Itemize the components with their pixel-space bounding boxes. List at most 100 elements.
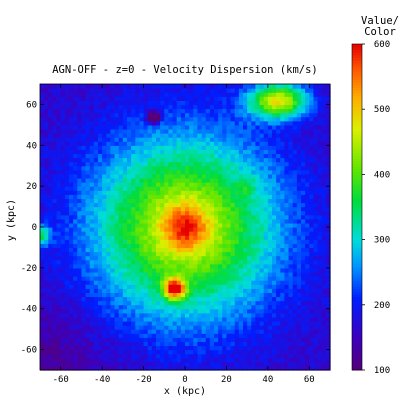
heatmap-cell bbox=[48, 157, 54, 163]
heatmap-cell bbox=[143, 157, 149, 163]
heatmap-cell bbox=[259, 145, 265, 150]
heatmap-cell bbox=[317, 365, 323, 371]
heatmap-cell bbox=[48, 88, 54, 93]
heatmap-cell bbox=[288, 222, 294, 228]
heatmap-cell bbox=[226, 145, 232, 150]
heatmap-cell bbox=[189, 173, 194, 179]
heatmap-cell bbox=[44, 329, 49, 334]
heatmap-cell bbox=[193, 128, 199, 134]
heatmap-cell bbox=[98, 169, 103, 175]
heatmap-cell bbox=[280, 320, 286, 326]
heatmap-cell bbox=[280, 235, 286, 240]
heatmap-cell bbox=[317, 190, 323, 195]
heatmap-cell bbox=[106, 100, 112, 106]
heatmap-cell bbox=[263, 206, 269, 212]
heatmap-cell bbox=[81, 194, 87, 199]
heatmap-cell bbox=[263, 308, 269, 314]
heatmap-cell bbox=[176, 341, 182, 347]
heatmap-cell bbox=[44, 137, 49, 142]
heatmap-cell bbox=[122, 365, 128, 371]
heatmap-cell bbox=[106, 255, 112, 261]
heatmap-cell bbox=[127, 92, 132, 97]
heatmap-cell bbox=[305, 361, 310, 367]
heatmap-cell bbox=[127, 341, 132, 347]
heatmap-cell bbox=[172, 271, 178, 277]
heatmap-cell bbox=[168, 100, 174, 106]
heatmap-cell bbox=[201, 271, 207, 277]
heatmap-cell bbox=[168, 325, 174, 330]
heatmap-cell bbox=[122, 124, 128, 130]
heatmap-cell bbox=[64, 153, 70, 159]
heatmap-cell bbox=[147, 267, 153, 273]
heatmap-cell bbox=[222, 357, 228, 363]
heatmap-cell bbox=[193, 202, 199, 208]
heatmap-cell bbox=[85, 214, 91, 220]
heatmap-cell bbox=[151, 206, 157, 212]
heatmap-cell bbox=[44, 292, 49, 298]
heatmap-cell bbox=[209, 112, 215, 118]
heatmap-cell bbox=[263, 284, 269, 289]
y-tick-label: -20 bbox=[21, 264, 37, 274]
heatmap-cell bbox=[292, 349, 298, 355]
heatmap-cell bbox=[73, 116, 78, 122]
heatmap-cell bbox=[234, 157, 240, 163]
heatmap-cell bbox=[56, 182, 62, 187]
heatmap-cell bbox=[135, 218, 141, 224]
heatmap-cell bbox=[156, 227, 161, 232]
heatmap-cell bbox=[313, 365, 319, 371]
heatmap-cell bbox=[127, 141, 132, 146]
heatmap-cell bbox=[151, 333, 157, 338]
heatmap-cell bbox=[143, 96, 149, 101]
heatmap-cell bbox=[230, 149, 236, 155]
heatmap-cell bbox=[185, 198, 190, 204]
heatmap-cell bbox=[52, 333, 58, 338]
heatmap-cell bbox=[197, 169, 203, 175]
heatmap-cell bbox=[52, 96, 58, 101]
heatmap-cell bbox=[267, 357, 273, 363]
heatmap-cell bbox=[284, 161, 290, 167]
heatmap-cell bbox=[284, 337, 290, 342]
heatmap-cell bbox=[168, 300, 174, 306]
heatmap-cell bbox=[64, 169, 70, 175]
heatmap-cell bbox=[222, 153, 228, 159]
heatmap-cell bbox=[40, 235, 45, 240]
heatmap-cell bbox=[214, 141, 219, 146]
heatmap-cell bbox=[267, 218, 273, 224]
heatmap-cell bbox=[251, 235, 257, 240]
heatmap-cell bbox=[40, 133, 45, 138]
heatmap-cell bbox=[251, 304, 257, 310]
heatmap-cell bbox=[259, 308, 265, 314]
heatmap-cell bbox=[313, 104, 319, 110]
heatmap-cell bbox=[52, 202, 58, 208]
heatmap-cell bbox=[247, 227, 252, 232]
heatmap-cell bbox=[48, 206, 54, 212]
heatmap-cell bbox=[280, 263, 286, 269]
heatmap-cell bbox=[127, 247, 132, 253]
heatmap-cell bbox=[259, 124, 265, 130]
heatmap-cell bbox=[85, 177, 91, 183]
heatmap-cell bbox=[267, 288, 273, 293]
heatmap-cell bbox=[118, 214, 124, 220]
heatmap-cell bbox=[259, 177, 265, 183]
heatmap-cell bbox=[238, 173, 244, 179]
heatmap-cell bbox=[160, 308, 165, 314]
heatmap-cell bbox=[301, 329, 306, 334]
heatmap-cell bbox=[176, 329, 182, 334]
heatmap-cell bbox=[77, 325, 83, 330]
heatmap-cell bbox=[143, 206, 149, 212]
heatmap-cell bbox=[267, 116, 273, 122]
heatmap-cell bbox=[135, 361, 141, 367]
heatmap-cell bbox=[313, 325, 319, 330]
heatmap-cell bbox=[98, 173, 103, 179]
heatmap-cell bbox=[110, 96, 116, 101]
heatmap-cell bbox=[214, 96, 219, 101]
heatmap-cell bbox=[317, 96, 323, 101]
heatmap-cell bbox=[135, 333, 141, 338]
heatmap-cell bbox=[180, 218, 186, 224]
heatmap-cell bbox=[321, 353, 327, 359]
heatmap-cell bbox=[160, 296, 165, 302]
heatmap-cell bbox=[48, 222, 54, 228]
heatmap-cell bbox=[81, 108, 87, 114]
heatmap-cell bbox=[60, 104, 66, 110]
heatmap-cell bbox=[85, 182, 91, 187]
